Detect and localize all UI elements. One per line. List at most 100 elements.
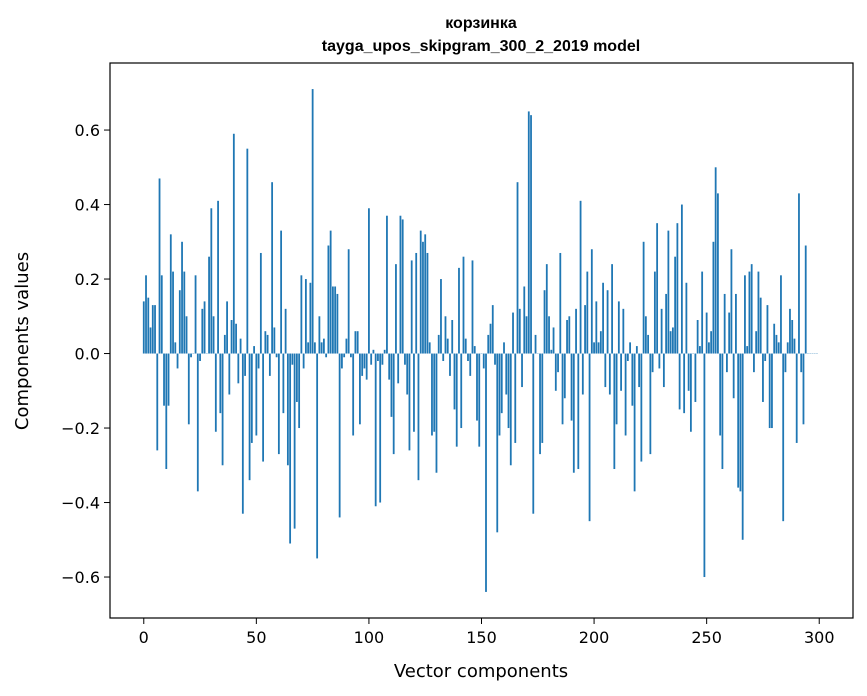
bar bbox=[762, 353, 764, 402]
bar bbox=[334, 286, 337, 354]
bar bbox=[410, 260, 413, 354]
bar bbox=[190, 353, 192, 358]
y-tick-label: −0.2 bbox=[61, 419, 100, 438]
bar bbox=[257, 353, 260, 369]
bar bbox=[696, 320, 699, 354]
bar bbox=[572, 353, 575, 473]
bar bbox=[476, 353, 478, 421]
bar bbox=[388, 353, 391, 380]
y-tick-label: 0.4 bbox=[75, 196, 100, 215]
bar bbox=[737, 353, 740, 488]
bar bbox=[329, 230, 332, 354]
bar bbox=[728, 312, 731, 354]
bar bbox=[674, 256, 677, 354]
bar bbox=[379, 353, 382, 503]
bar bbox=[579, 200, 582, 354]
bar bbox=[561, 353, 564, 425]
bar bbox=[575, 308, 577, 354]
bar bbox=[255, 353, 258, 436]
bar bbox=[726, 353, 728, 373]
bar bbox=[241, 353, 244, 514]
bar bbox=[419, 230, 422, 354]
bar bbox=[289, 353, 292, 544]
bar bbox=[275, 353, 278, 358]
bar bbox=[174, 342, 177, 354]
bar bbox=[431, 353, 433, 436]
bar bbox=[543, 290, 546, 354]
bar bbox=[608, 353, 611, 395]
bar bbox=[701, 271, 704, 354]
bar bbox=[613, 353, 616, 470]
bar bbox=[221, 353, 224, 466]
bar bbox=[617, 301, 620, 354]
bar bbox=[705, 312, 708, 354]
bar bbox=[446, 338, 449, 354]
bar bbox=[606, 290, 609, 354]
bar bbox=[316, 353, 319, 559]
bar bbox=[653, 271, 656, 354]
bar bbox=[512, 312, 514, 354]
bar bbox=[365, 353, 368, 380]
x-axis-ticks: 0 50 100 150 200 250 300 bbox=[139, 618, 835, 647]
bar bbox=[739, 353, 742, 492]
bar bbox=[268, 353, 271, 376]
bar bbox=[494, 353, 496, 365]
bar bbox=[300, 275, 303, 354]
bar bbox=[336, 293, 339, 354]
bar bbox=[642, 241, 645, 354]
bar bbox=[780, 275, 782, 354]
bar bbox=[719, 353, 722, 436]
bar bbox=[435, 353, 438, 473]
bar bbox=[626, 353, 629, 361]
bar bbox=[694, 353, 697, 402]
bar bbox=[145, 275, 147, 354]
x-tick-label: 200 bbox=[579, 628, 610, 647]
bar bbox=[496, 353, 499, 533]
bar bbox=[201, 308, 204, 354]
bar bbox=[586, 271, 589, 354]
bar bbox=[338, 353, 341, 518]
bar bbox=[235, 323, 237, 354]
bar bbox=[185, 316, 188, 354]
bar bbox=[244, 353, 246, 376]
bar bbox=[793, 338, 796, 354]
bar bbox=[273, 327, 276, 354]
bar bbox=[271, 182, 274, 354]
bar bbox=[750, 264, 753, 354]
bar bbox=[759, 297, 762, 354]
bar bbox=[455, 353, 458, 447]
bar bbox=[210, 208, 213, 354]
bar bbox=[370, 353, 373, 365]
bar bbox=[516, 182, 519, 354]
bar bbox=[631, 353, 634, 406]
bar bbox=[599, 331, 602, 354]
bar bbox=[253, 346, 255, 354]
bar bbox=[176, 353, 179, 369]
bar bbox=[568, 316, 571, 354]
bar bbox=[732, 353, 735, 399]
bar bbox=[548, 316, 550, 354]
bar bbox=[356, 331, 359, 354]
bar bbox=[449, 353, 451, 376]
bar bbox=[293, 353, 296, 529]
x-tick-label: 0 bbox=[139, 628, 149, 647]
bar bbox=[782, 353, 785, 522]
bar bbox=[712, 241, 715, 354]
bar bbox=[426, 252, 429, 354]
bar bbox=[552, 327, 555, 354]
bar bbox=[451, 320, 454, 354]
bar bbox=[615, 353, 618, 425]
bar bbox=[802, 353, 805, 425]
bar bbox=[160, 275, 163, 354]
bar bbox=[214, 353, 217, 432]
bar bbox=[478, 353, 481, 447]
bar bbox=[302, 353, 305, 369]
bar bbox=[374, 353, 377, 507]
bar bbox=[804, 245, 807, 354]
bar bbox=[541, 353, 544, 443]
bar bbox=[230, 320, 233, 354]
bar bbox=[717, 193, 719, 354]
bar bbox=[687, 353, 690, 391]
bar bbox=[791, 320, 794, 354]
